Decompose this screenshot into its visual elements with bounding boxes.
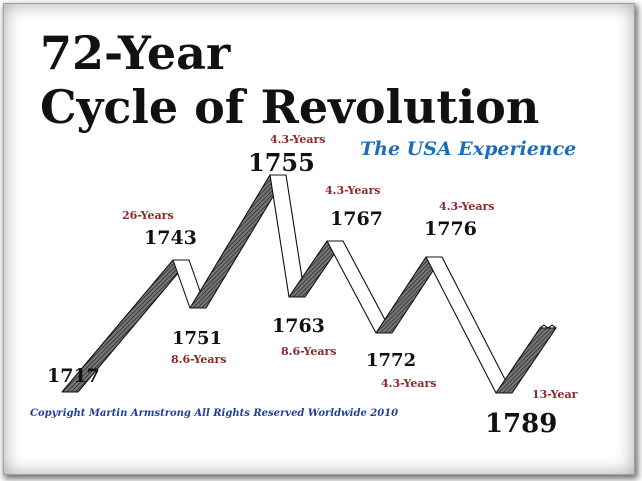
year-1755: 1755 [248, 148, 315, 177]
title-line-1: 72-Year [40, 26, 231, 80]
duration-1772-1776: 4.3-Years [439, 200, 495, 213]
ribbon-path [61, 174, 557, 394]
duration-1717-1743: 26-Years [122, 209, 174, 222]
year-1767: 1767 [330, 208, 383, 230]
slide-frame [4, 4, 634, 474]
year-1751: 1751 [172, 328, 223, 349]
duration-1763-1767: 4.3-Years [325, 184, 381, 197]
ribbon-segment [425, 256, 513, 394]
year-1743: 1743 [144, 227, 197, 249]
ribbon-segment [495, 327, 557, 394]
subtitle: The USA Experience [360, 138, 577, 160]
copyright-notice: Copyright Martin Armstrong All Rights Re… [30, 408, 399, 419]
ribbon-segment [326, 240, 393, 334]
year-1772: 1772 [366, 350, 417, 371]
year-1776: 1776 [424, 218, 477, 240]
title-line-2: Cycle of Revolution [40, 80, 540, 134]
duration-1755-1763: 8.6-Years [281, 345, 337, 358]
duration-1751-1755: 4.3-Years [270, 133, 326, 146]
ribbon-ragged-end [539, 324, 557, 329]
duration-1776-1789: 13-Year [532, 388, 578, 401]
ribbon-segment [269, 174, 306, 298]
duration-1767-1772: 4.3-Years [381, 377, 437, 390]
year-1717: 1717 [47, 365, 100, 387]
year-1789: 1789 [485, 409, 558, 439]
ribbon-segment [189, 174, 287, 309]
year-1763: 1763 [272, 315, 325, 337]
duration-1743-1751: 8.6-Years [171, 353, 227, 366]
